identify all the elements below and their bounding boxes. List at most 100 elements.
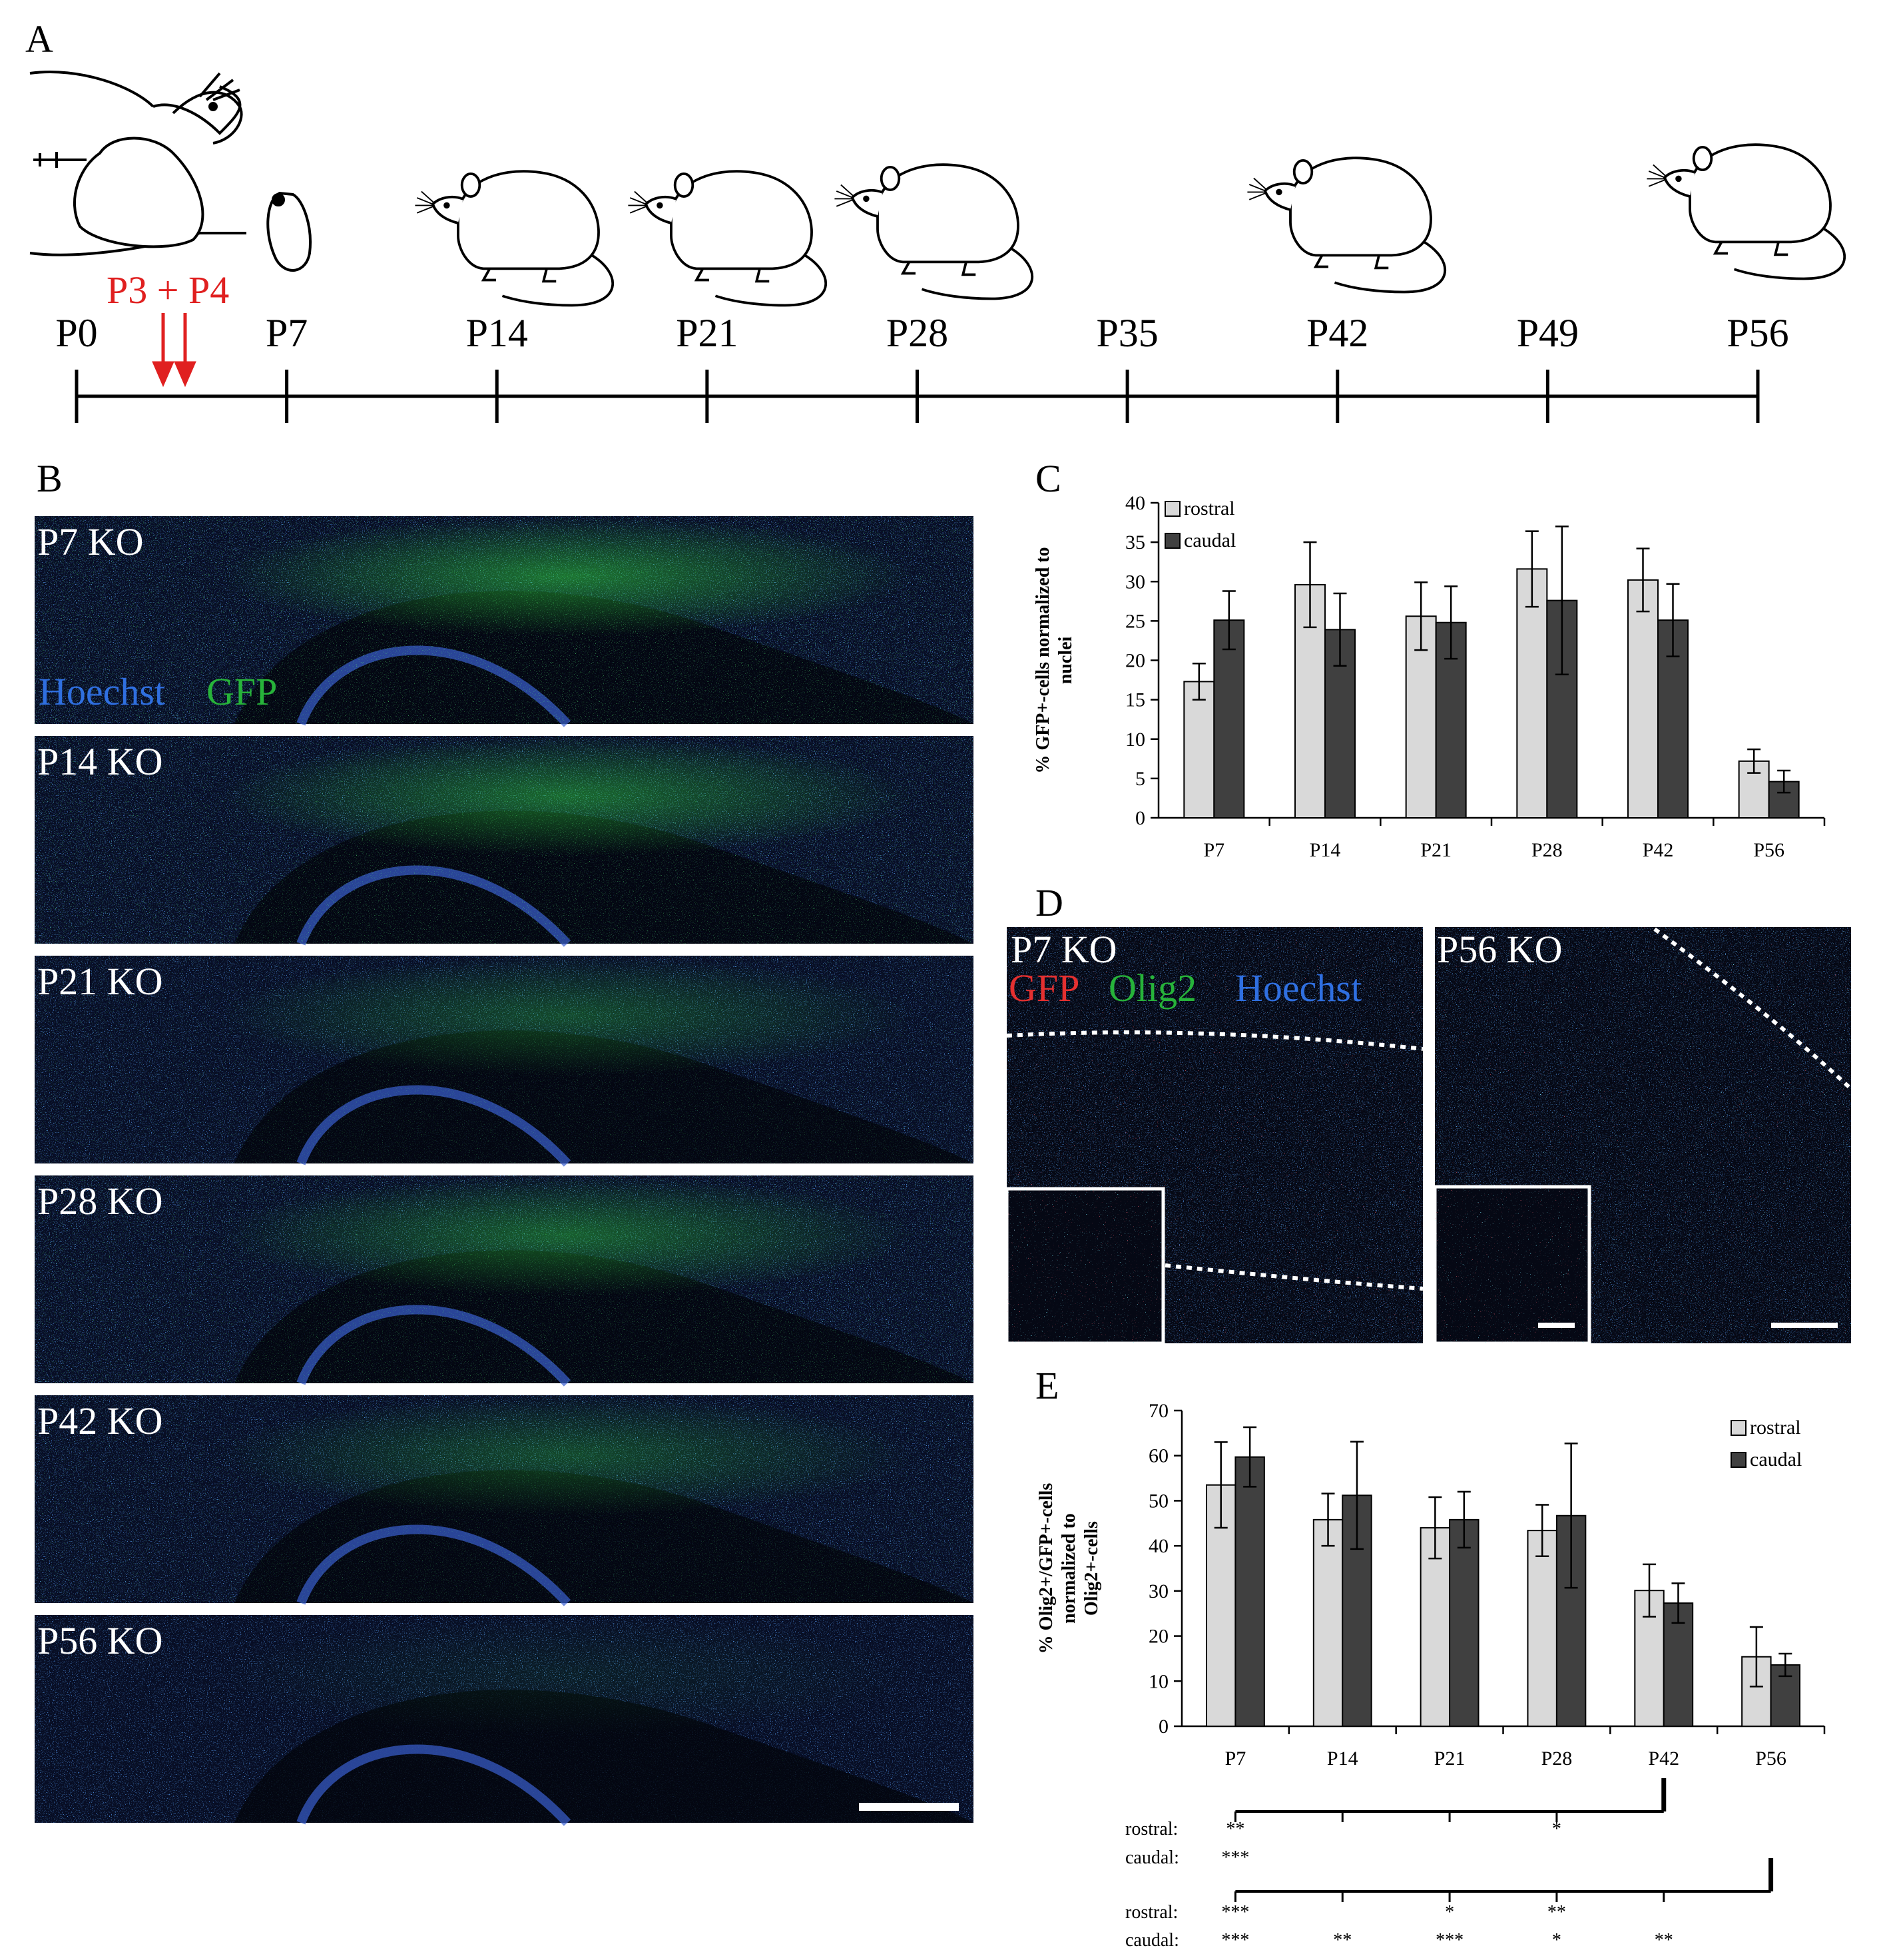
bar-rostral-p42 <box>1627 579 1659 818</box>
y-tick-label: 40 <box>1149 1535 1169 1557</box>
mouse-p42 <box>1246 157 1447 294</box>
legend-swatch-caudal <box>1731 1452 1747 1468</box>
panel-letter-a: A <box>25 17 53 61</box>
y-tick-label: 0 <box>1135 807 1145 829</box>
sig-mark: ** <box>1547 1902 1566 1923</box>
panel-letter-b: B <box>37 457 63 500</box>
timeline-label-p42: P42 <box>1306 311 1368 355</box>
mouse-p21 <box>627 170 828 307</box>
micrograph-b-p21-ko: P21 KO <box>35 956 973 1167</box>
y-tick-label: 30 <box>1149 1580 1169 1602</box>
micrograph-label: P28 KO <box>37 1179 163 1223</box>
panel-b: B P7 KO P14 KO P21 KO P28 KO P42 KO P56 KO Ho… <box>35 457 973 1826</box>
y-tick-label: 25 <box>1125 610 1145 632</box>
x-tick-label-p14: P14 <box>1310 839 1341 861</box>
sig-mark: *** <box>1436 1930 1464 1951</box>
micrograph-d-p56: P56 KO <box>1433 927 1853 1345</box>
micrograph-b-p7-ko: P7 KO <box>35 516 973 727</box>
d-image-label-p7: P7 KO <box>1011 928 1117 971</box>
micrograph-b-p42-ko: P42 KO <box>35 1395 973 1606</box>
panel-letter-c: C <box>1035 457 1061 500</box>
sig-mark: *** <box>1221 1902 1249 1923</box>
y-tick-label: 30 <box>1125 571 1145 593</box>
legend-label-rostral: rostral <box>1750 1417 1801 1439</box>
panel-b-images: P7 KO P14 KO P21 KO P28 KO P42 KO P56 KO <box>35 516 973 1826</box>
y-tick-label: 15 <box>1125 689 1145 711</box>
d-image-label-p56: P56 KO <box>1437 928 1563 971</box>
y-tick-label: 40 <box>1125 492 1145 514</box>
panel-a: A P3 + P4 <box>25 17 1846 423</box>
y-tick-label: 10 <box>1149 1670 1169 1692</box>
panel-e: E 0 10 20 30 40 50 60 70 P7 P14 P21 P28 P42 P56 % Olig… <box>1035 1364 1826 1951</box>
d-stain-hoechst: Hoechst <box>1235 966 1362 1010</box>
d-stain-olig2: Olig2 <box>1109 966 1197 1010</box>
legend-swatch-caudal <box>1165 533 1181 549</box>
timeline-label-p35: P35 <box>1096 311 1158 355</box>
sig-mark: *** <box>1221 1847 1249 1868</box>
micrograph-label: P14 KO <box>37 740 163 783</box>
x-tick-label-p21: P21 <box>1420 839 1452 861</box>
sig-row-label: rostral: <box>1125 1902 1178 1923</box>
y-axis-label: normalized to <box>1059 1513 1079 1624</box>
pup-drawing <box>266 191 312 272</box>
legend-label-caudal: caudal <box>1184 529 1236 551</box>
y-axis-label: Olig2+-cells <box>1081 1521 1102 1616</box>
sig-mark: * <box>1552 1819 1561 1839</box>
timeline-label-p7: P7 <box>266 311 308 355</box>
stain-label-hoechst: Hoechst <box>39 670 165 713</box>
bar-caudal-p7 <box>1234 1456 1265 1727</box>
chart-e: 0 10 20 30 40 50 60 70 P7 P14 P21 P28 P42 P56 % Olig2+… <box>1036 1400 1826 1770</box>
timeline: P0 P7 P14 P21 P28 P35 P42 P49 P56 <box>55 311 1789 423</box>
sig-mark: * <box>1552 1930 1561 1951</box>
mother-mouse-drawing <box>29 71 246 256</box>
bar-caudal-p7 <box>1213 619 1245 818</box>
y-tick-label: 20 <box>1125 650 1145 672</box>
timeline-label-p28: P28 <box>886 311 948 355</box>
y-tick-label: 10 <box>1125 729 1145 751</box>
mouse-p28 <box>833 163 1034 300</box>
y-axis-label: % Olig2+/GFP+-cells <box>1036 1483 1057 1654</box>
micrograph-b-p56-ko: P56 KO <box>35 1615 973 1826</box>
sig-row-label: caudal: <box>1125 1930 1179 1951</box>
mouse-p14 <box>413 170 615 307</box>
panel-letter-e: E <box>1035 1364 1059 1407</box>
micrograph-d-p7: P7 KO GFP Olig2 Hoechst <box>1005 927 1424 1345</box>
x-tick-label-p56: P56 <box>1753 839 1784 861</box>
x-tick-label-p42: P42 <box>1648 1748 1679 1770</box>
mouse-p56 <box>1645 143 1846 280</box>
micrograph-b-p28-ko: P28 KO <box>35 1175 973 1387</box>
micrograph-label: P42 KO <box>37 1399 163 1443</box>
y-tick-label: 5 <box>1135 768 1145 790</box>
timeline-label-p0: P0 <box>55 311 97 355</box>
y-tick-label: 60 <box>1149 1445 1169 1467</box>
sig-mark: *** <box>1221 1930 1249 1951</box>
x-tick-label-p14: P14 <box>1327 1748 1358 1770</box>
sig-mark: ** <box>1333 1930 1352 1951</box>
timeline-label-p14: P14 <box>466 311 528 355</box>
legend-label-caudal: caudal <box>1750 1449 1802 1470</box>
chart-c: 0 5 10 15 20 25 30 35 40 P7 P14 P21 P28 P42 P56 % GFP+-… <box>1033 492 1826 861</box>
timeline-label-p49: P49 <box>1517 311 1579 355</box>
significance-table: rostral: ** *caudal: ***rostral: *** * **cauda… <box>1125 1778 1774 1951</box>
x-tick-label-p7: P7 <box>1225 1748 1246 1770</box>
legend-label-rostral: rostral <box>1184 497 1235 519</box>
bar-rostral-p14 <box>1312 1518 1344 1728</box>
micrograph-label: P21 KO <box>37 960 163 1003</box>
sig-mark: ** <box>1655 1930 1673 1951</box>
timeline-label-p21: P21 <box>676 311 738 355</box>
y-axis-label: % GFP+-cells normalized to <box>1033 547 1053 773</box>
panel-letter-d: D <box>1035 881 1063 924</box>
timeline-label-p56: P56 <box>1727 311 1788 355</box>
micrograph-label: P56 KO <box>37 1619 163 1662</box>
bar-caudal-p21 <box>1449 1518 1480 1728</box>
bar-rostral-p28 <box>1527 1530 1557 1728</box>
x-tick-label-p56: P56 <box>1755 1748 1786 1770</box>
sig-mark: * <box>1445 1902 1454 1923</box>
bar-rostral-p21 <box>1420 1527 1451 1727</box>
panel-d: D P7 KO GFP Olig2 Hoechst <box>1005 881 1853 1345</box>
bar-rostral-p7 <box>1183 681 1215 818</box>
sig-row-label: caudal: <box>1125 1847 1179 1868</box>
sig-row-label: rostral: <box>1125 1819 1178 1839</box>
legend-swatch-rostral <box>1731 1420 1747 1436</box>
y-tick-label: 20 <box>1149 1626 1169 1648</box>
